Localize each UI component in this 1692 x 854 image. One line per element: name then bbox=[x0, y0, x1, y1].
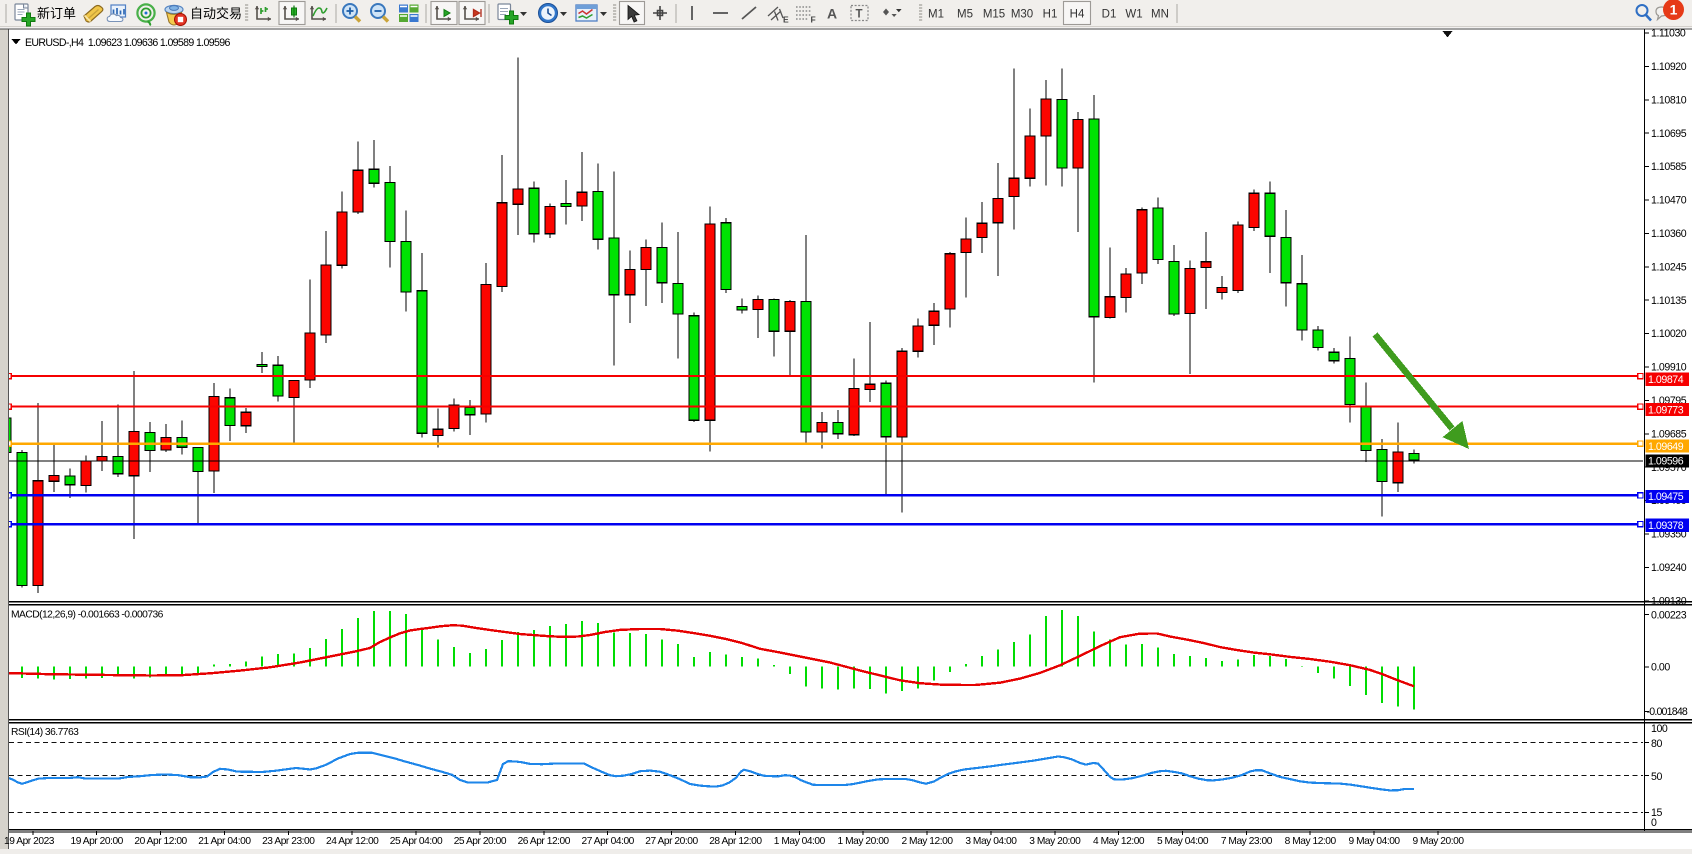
svg-text:E: E bbox=[783, 15, 789, 25]
svg-text:7 May 23:00: 7 May 23:00 bbox=[1221, 836, 1273, 847]
svg-text:25 Apr 04:00: 25 Apr 04:00 bbox=[390, 836, 443, 847]
svg-text:27 Apr 20:00: 27 Apr 20:00 bbox=[645, 836, 698, 847]
svg-text:3 May 20:00: 3 May 20:00 bbox=[1029, 836, 1081, 847]
svg-text:T: T bbox=[856, 9, 863, 21]
svg-text:1 May 20:00: 1 May 20:00 bbox=[838, 836, 890, 847]
svg-text:1.10695: 1.10695 bbox=[1651, 128, 1687, 140]
svg-text:1.10920: 1.10920 bbox=[1651, 61, 1687, 73]
svg-text:27 Apr 04:00: 27 Apr 04:00 bbox=[582, 836, 635, 847]
svg-text:1.09685: 1.09685 bbox=[1651, 428, 1687, 440]
svg-text:1.09910: 1.09910 bbox=[1651, 362, 1687, 374]
svg-text:MN: MN bbox=[1151, 9, 1169, 21]
svg-text:19 Apr 20:00: 19 Apr 20:00 bbox=[71, 836, 124, 847]
svg-text:25 Apr 20:00: 25 Apr 20:00 bbox=[454, 836, 507, 847]
svg-text:1.09240: 1.09240 bbox=[1651, 562, 1687, 574]
svg-text:-0.001848: -0.001848 bbox=[1647, 706, 1688, 718]
svg-text:D1: D1 bbox=[1102, 9, 1117, 21]
svg-text:1.10585: 1.10585 bbox=[1651, 161, 1687, 173]
svg-text:EURUSD-,H4 1.09623 1.09636 1.: EURUSD-,H4 1.09623 1.09636 1.09589 1.095… bbox=[25, 37, 230, 49]
svg-text:M5: M5 bbox=[957, 9, 973, 21]
svg-text:50: 50 bbox=[1651, 771, 1662, 783]
svg-text:1.09773: 1.09773 bbox=[1648, 404, 1684, 416]
svg-text:1.10135: 1.10135 bbox=[1651, 295, 1687, 307]
svg-text:1.09475: 1.09475 bbox=[1648, 491, 1684, 503]
svg-text:5 May 04:00: 5 May 04:00 bbox=[1157, 836, 1209, 847]
svg-text:3 May 04:00: 3 May 04:00 bbox=[965, 836, 1017, 847]
svg-text:9 May 04:00: 9 May 04:00 bbox=[1349, 836, 1401, 847]
svg-text:1.11030: 1.11030 bbox=[1651, 28, 1686, 40]
svg-text:MACD(12,26,9) -0.001663 -0.000: MACD(12,26,9) -0.001663 -0.000736 bbox=[11, 610, 164, 621]
svg-text:80: 80 bbox=[1651, 738, 1662, 750]
svg-text:H1: H1 bbox=[1043, 9, 1058, 21]
svg-text:19 Apr 2023: 19 Apr 2023 bbox=[4, 836, 55, 847]
svg-text:1.10360: 1.10360 bbox=[1651, 228, 1687, 240]
svg-text:1.09378: 1.09378 bbox=[1648, 520, 1684, 532]
svg-text:RSI(14) 36.7763: RSI(14) 36.7763 bbox=[11, 727, 79, 738]
svg-text:26 Apr 12:00: 26 Apr 12:00 bbox=[518, 836, 571, 847]
svg-text:1.09649: 1.09649 bbox=[1648, 441, 1684, 453]
svg-text:A: A bbox=[827, 6, 837, 22]
svg-text:20 Apr 12:00: 20 Apr 12:00 bbox=[134, 836, 187, 847]
svg-text:28 Apr 12:00: 28 Apr 12:00 bbox=[709, 836, 762, 847]
svg-text:1.10810: 1.10810 bbox=[1651, 94, 1687, 106]
svg-text:1.10470: 1.10470 bbox=[1651, 195, 1687, 207]
svg-text:0.00: 0.00 bbox=[1651, 662, 1670, 674]
svg-text:1.10245: 1.10245 bbox=[1651, 261, 1687, 273]
svg-text:9 May 20:00: 9 May 20:00 bbox=[1412, 836, 1464, 847]
svg-text:2 May 12:00: 2 May 12:00 bbox=[901, 836, 953, 847]
svg-text:1: 1 bbox=[1670, 2, 1678, 18]
svg-text:F: F bbox=[811, 15, 816, 25]
svg-text:1.10020: 1.10020 bbox=[1651, 328, 1687, 340]
svg-text:M15: M15 bbox=[983, 9, 1005, 21]
svg-text:21 Apr 04:00: 21 Apr 04:00 bbox=[198, 836, 251, 847]
svg-text:23 Apr 23:00: 23 Apr 23:00 bbox=[262, 836, 315, 847]
svg-text:1.09130: 1.09130 bbox=[1651, 595, 1687, 607]
svg-text:W1: W1 bbox=[1125, 9, 1142, 21]
svg-text:M1: M1 bbox=[928, 9, 944, 21]
svg-text:1.09596: 1.09596 bbox=[1648, 456, 1684, 468]
svg-text:0: 0 bbox=[1651, 817, 1657, 829]
svg-text:1 May 04:00: 1 May 04:00 bbox=[774, 836, 826, 847]
svg-text:1.09874: 1.09874 bbox=[1648, 374, 1684, 386]
svg-text:H4: H4 bbox=[1070, 9, 1085, 21]
svg-text:24 Apr 12:00: 24 Apr 12:00 bbox=[326, 836, 379, 847]
svg-text:M30: M30 bbox=[1011, 9, 1033, 21]
svg-text:新订单: 新订单 bbox=[37, 6, 76, 21]
svg-text:15: 15 bbox=[1651, 807, 1662, 819]
svg-text:自动交易: 自动交易 bbox=[190, 6, 242, 21]
svg-text:0.00223: 0.00223 bbox=[1651, 609, 1687, 621]
svg-text:8 May 12:00: 8 May 12:00 bbox=[1285, 836, 1337, 847]
svg-text:100: 100 bbox=[1651, 723, 1668, 735]
svg-text:4 May 12:00: 4 May 12:00 bbox=[1093, 836, 1145, 847]
